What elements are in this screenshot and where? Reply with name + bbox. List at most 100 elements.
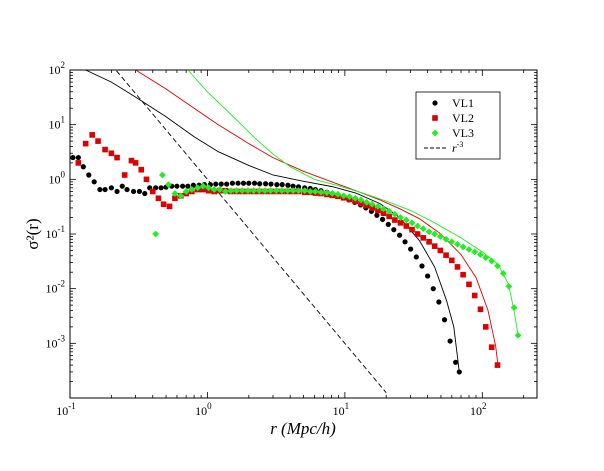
point-vl3 [317, 188, 325, 196]
point-vl2 [403, 223, 410, 229]
point-vl2 [431, 243, 438, 249]
point-vl2 [414, 231, 421, 237]
point-vl3 [216, 186, 224, 193]
point-vl3 [357, 196, 365, 204]
point-vl3 [510, 304, 518, 312]
point-vl2 [155, 195, 162, 202]
point-vl2 [392, 217, 398, 223]
point-vl1 [374, 212, 380, 218]
x-tick-base: 10 [56, 404, 68, 418]
point-vl3 [391, 210, 399, 218]
line-vl3-smooth [187, 70, 519, 336]
point-vl1 [263, 181, 269, 187]
point-vl1 [290, 183, 296, 189]
point-vl3 [199, 182, 207, 190]
point-vl3 [425, 228, 433, 236]
point-vl3 [272, 187, 280, 195]
legend-label-r-3: r-3 [452, 140, 463, 155]
point-vl1 [240, 180, 247, 186]
point-vl3 [261, 187, 269, 195]
point-vl3 [311, 188, 319, 195]
point-vl1 [430, 286, 436, 292]
y-tick-base: 10 [46, 227, 58, 241]
point-vl1 [402, 239, 408, 245]
point-vl2 [494, 362, 501, 368]
point-vl3 [158, 171, 166, 179]
point-vl3 [471, 248, 479, 256]
point-vl3 [454, 240, 461, 248]
x-tick-base: 10 [470, 404, 482, 418]
point-vl3 [238, 187, 246, 195]
legend-label-exponent: -3 [457, 140, 464, 149]
y-tick-base: 10 [49, 118, 61, 132]
point-vl2 [114, 154, 120, 161]
point-vl1 [447, 338, 453, 344]
point-vl1 [91, 179, 97, 185]
point-vl2 [460, 271, 466, 278]
point-vl3 [267, 187, 274, 195]
point-vl3 [233, 187, 240, 195]
point-vl2 [437, 247, 444, 254]
point-vl1 [108, 185, 114, 191]
point-vl1 [408, 246, 414, 252]
x-tick-label: 101 [333, 401, 350, 418]
point-vl1 [114, 188, 120, 195]
point-vl2 [488, 344, 495, 350]
data-points [70, 132, 522, 375]
point-vl3 [431, 230, 439, 238]
point-vl2 [358, 200, 364, 207]
point-vl2 [454, 264, 461, 270]
point-vl1 [413, 254, 419, 260]
point-vl1 [436, 299, 442, 305]
point-vl1 [274, 182, 280, 188]
point-vl3 [255, 187, 263, 195]
x-tick-base: 10 [195, 404, 207, 418]
point-vl2 [121, 172, 128, 178]
point-vl2 [449, 257, 455, 264]
y-tick-exponent: -3 [58, 333, 66, 343]
point-vl2 [443, 252, 449, 258]
point-vl3 [414, 222, 421, 230]
point-vl2 [89, 132, 95, 138]
y-tick-exponent: 0 [61, 169, 66, 179]
point-vl1 [385, 221, 391, 227]
y-tick-base: 10 [49, 63, 61, 77]
line-vl1-smooth [85, 70, 460, 372]
point-vl3 [205, 184, 213, 192]
x-tick-base: 10 [333, 404, 345, 418]
point-vl3 [374, 202, 382, 210]
point-vl2 [420, 235, 427, 241]
point-vl3 [459, 243, 467, 251]
point-vl1 [396, 232, 403, 238]
point-vl1 [70, 154, 76, 161]
point-vl2 [160, 201, 167, 208]
point-vl1 [257, 181, 263, 187]
x-tick-exponent: 0 [207, 401, 212, 411]
point-vl2 [149, 188, 156, 195]
x-tick-exponent: 1 [345, 401, 350, 411]
point-vl2 [102, 146, 108, 153]
point-vl1 [130, 188, 137, 195]
point-vl3 [340, 192, 348, 200]
y-axis-label-text: σ²(r) [23, 218, 42, 249]
point-vl3 [419, 225, 427, 233]
point-vl1 [80, 164, 86, 170]
y-tick-label: 101 [49, 115, 66, 132]
point-vl1 [119, 183, 125, 189]
point-vl3 [514, 331, 522, 339]
point-vl3 [477, 251, 484, 258]
point-vl1 [251, 180, 258, 186]
point-vl2 [466, 281, 472, 288]
point-vl3 [177, 192, 185, 200]
point-vl2 [397, 220, 404, 226]
y-tick-exponent: 2 [61, 60, 66, 70]
point-vl3 [295, 187, 302, 195]
x-tick-label: 10-1 [56, 401, 76, 418]
point-vl2 [375, 207, 381, 214]
point-vl2 [143, 176, 150, 183]
point-vl1 [235, 180, 241, 186]
point-vl2 [409, 226, 415, 233]
y-tick-base: 10 [49, 172, 61, 186]
